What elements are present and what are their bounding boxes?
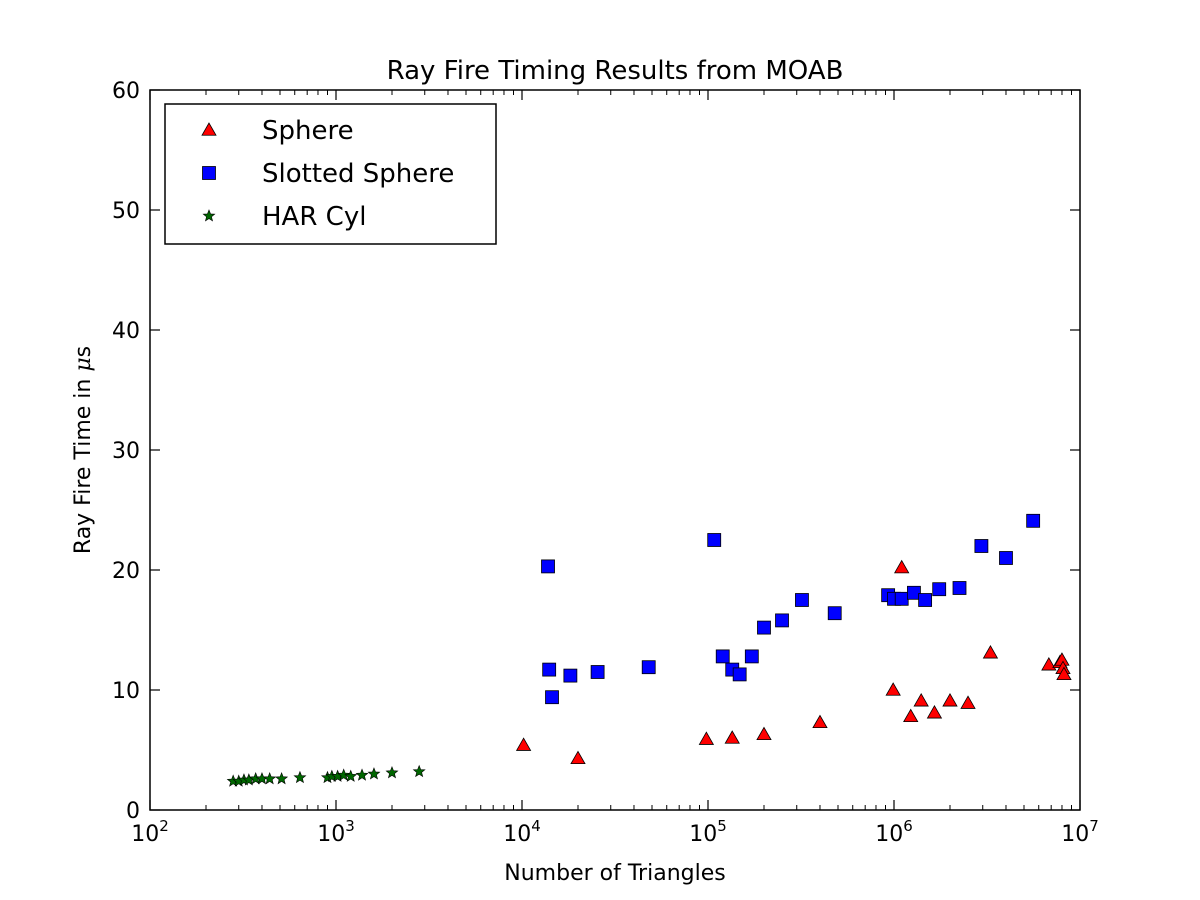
data-point-square (1026, 513, 1041, 528)
x-tick-label: 107 (1061, 817, 1099, 847)
x-tick-label: 103 (317, 817, 355, 847)
data-point-triangle (756, 726, 772, 741)
data-point-star (367, 767, 381, 780)
data-point-square (757, 620, 771, 635)
data-point-triangle (570, 750, 586, 765)
legend-marker-square (202, 166, 216, 180)
data-point-square (999, 551, 1013, 565)
data-point-square (795, 593, 809, 607)
data-point-star (293, 770, 307, 784)
data-point-square (775, 613, 789, 628)
x-tick-label: 105 (689, 817, 727, 847)
data-point-triangle (942, 692, 958, 707)
y-tick-label: 50 (112, 199, 140, 224)
series-slotted-sphere (541, 513, 1041, 705)
data-point-star (344, 769, 358, 782)
data-point-square (707, 533, 722, 547)
data-point-triangle (894, 559, 910, 574)
data-point-square (744, 649, 759, 664)
data-point-triangle (812, 714, 828, 729)
data-point-triangle (1056, 666, 1072, 681)
data-point-triangle (960, 695, 976, 709)
y-tick-label: 10 (112, 679, 140, 704)
data-point-star (275, 771, 289, 785)
data-point-square (541, 559, 555, 574)
x-axis-label: Number of Triangles (504, 861, 725, 886)
data-points (226, 513, 1072, 787)
legend-box (164, 103, 497, 245)
x-tick-label: 106 (875, 817, 913, 847)
x-tick-label: 102 (131, 817, 169, 847)
data-point-square (715, 649, 730, 664)
data-point-triangle (903, 708, 919, 723)
chart-title: Ray Fire Timing Results from MOAB (387, 56, 844, 86)
y-tick-label: 20 (112, 559, 140, 584)
data-point-triangle (724, 730, 740, 744)
data-point-star (355, 768, 369, 781)
data-point-square (932, 582, 947, 597)
y-tick-label: 0 (126, 799, 140, 824)
legend-marker-triangle (201, 122, 217, 136)
y-axis-label: Ray Fire Time in μs (71, 346, 96, 554)
data-point-square (732, 667, 747, 682)
data-point-square (952, 581, 967, 595)
data-point-triangle (926, 704, 943, 719)
legend-marker-star (202, 209, 216, 222)
data-point-star (337, 768, 351, 781)
data-point-star (412, 764, 426, 778)
legend-label: HAR Cyl (262, 202, 366, 232)
legend-label: Slotted Sphere (262, 159, 454, 189)
data-point-triangle (1041, 656, 1057, 671)
data-point-square (590, 665, 605, 679)
data-point-triangle (698, 731, 715, 745)
data-point-square (827, 606, 842, 621)
data-point-square (894, 591, 909, 606)
x-tick-label: 104 (503, 817, 541, 847)
legend: Sphere Slotted Sphere HAR Cyl (164, 103, 497, 245)
data-point-star (385, 765, 399, 779)
data-point-square (641, 660, 656, 675)
data-point-triangle (982, 644, 999, 659)
data-point-square (563, 668, 578, 683)
series-har-cyl (226, 764, 426, 787)
data-point-square (974, 539, 989, 553)
y-tick-label: 40 (112, 319, 140, 344)
y-tick-label: 30 (112, 439, 140, 464)
data-point-triangle (885, 682, 901, 696)
data-point-triangle (515, 737, 532, 751)
axis-ticks: 102 103 104 105 106 107 0 10 20 30 40 50 60 (112, 79, 1099, 847)
legend-label: Sphere (262, 116, 354, 146)
data-point-star (263, 771, 277, 785)
data-point-square (918, 593, 933, 607)
data-point-square (545, 690, 559, 705)
series-sphere (515, 559, 1072, 765)
data-point-triangle (913, 692, 929, 707)
data-point-square (907, 585, 921, 600)
data-point-square (542, 662, 557, 677)
y-tick-label: 60 (112, 79, 140, 104)
